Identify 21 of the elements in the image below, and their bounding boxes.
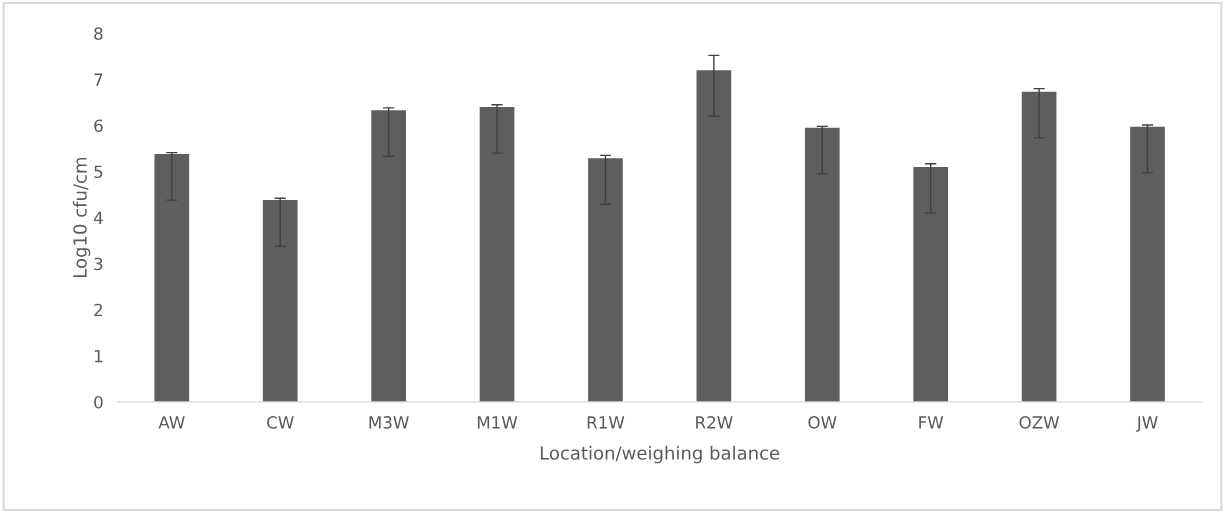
y-tick-label: 6 [94, 119, 103, 133]
x-axis-title: Location/weighing balance [540, 445, 780, 464]
x-tick-label: CW [267, 416, 294, 429]
x-tick-label: AW [158, 416, 185, 429]
x-tick-label: OZW [1019, 416, 1060, 429]
y-tick-label: 0 [94, 395, 103, 409]
x-tick-label: FW [919, 416, 944, 429]
y-tick-label: 5 [94, 165, 103, 179]
y-tick-label: 7 [94, 73, 103, 86]
x-tick-label: M1W [477, 416, 518, 429]
x-tick-label: OW [808, 416, 837, 429]
x-tick-label: R1W [587, 416, 625, 429]
y-tick-label: 2 [94, 303, 103, 317]
y-axis-title: Log10 cfu/cm [72, 157, 91, 277]
y-tick-label: 3 [94, 257, 103, 271]
x-tick-label: M3W [369, 416, 409, 429]
y-tick-label: 1 [94, 350, 103, 363]
x-tick-label: JW [1135, 416, 1158, 432]
x-tick-label: R2W [696, 416, 733, 429]
y-tick-label: 4 [93, 211, 103, 224]
y-tick-label: 8 [94, 27, 103, 40]
